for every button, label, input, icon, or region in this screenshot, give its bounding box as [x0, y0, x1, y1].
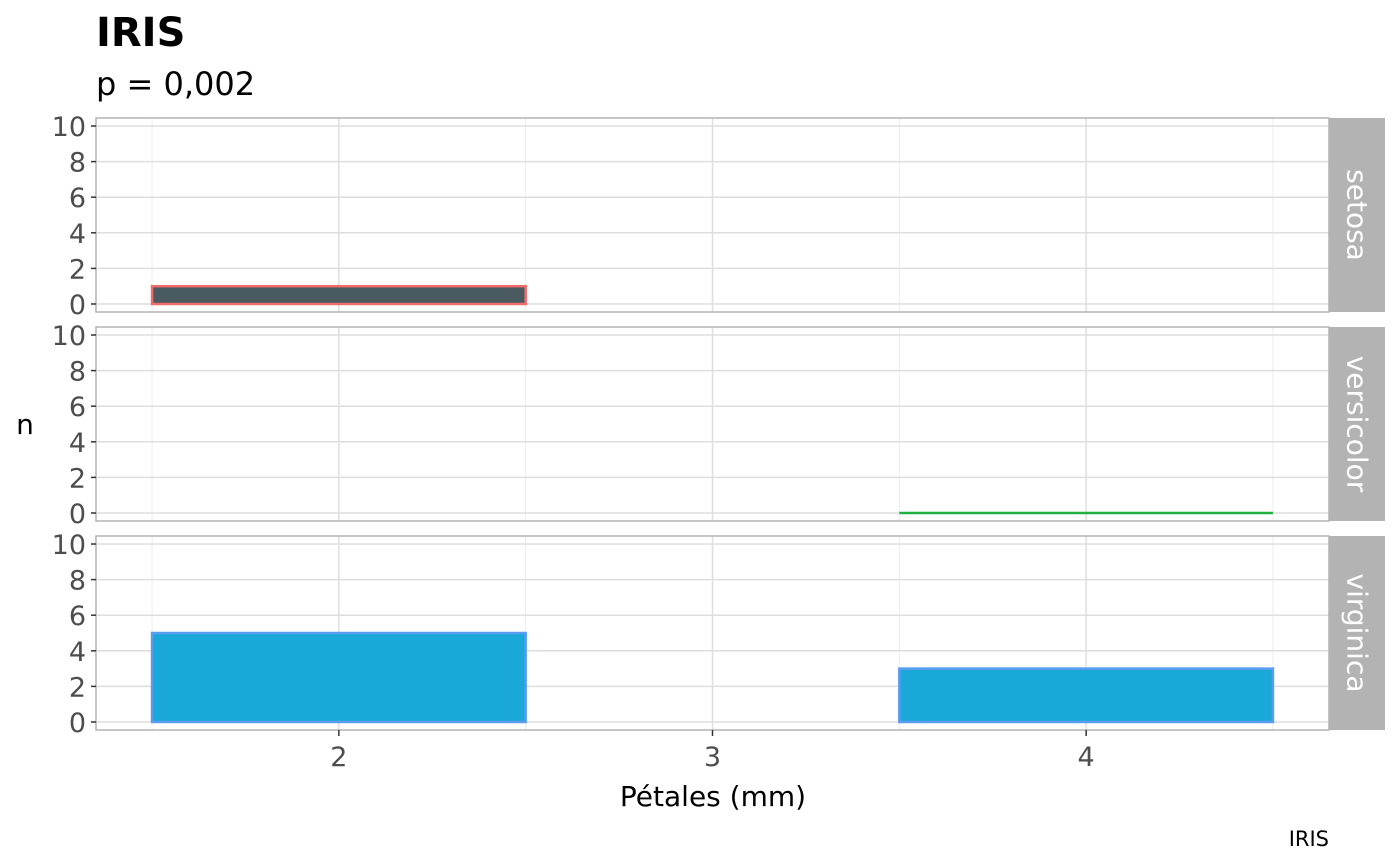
- y-tick-label: 6: [69, 392, 86, 423]
- chart-subtitle: p = 0,002: [96, 65, 255, 103]
- facet-panel-setosa: 0 2 4 6 8 10 setosa: [52, 112, 1385, 321]
- y-tick-label: 10: [52, 321, 86, 352]
- y-tick-label: 0: [69, 708, 86, 739]
- y-tick-label: 0: [69, 499, 86, 530]
- x-axis-label: Pétales (mm): [620, 780, 806, 813]
- bar-virginica-3.5-4.5: [898, 667, 1275, 724]
- facet-strip: [1329, 536, 1385, 730]
- bar-setosa-1.5-2.5: [150, 284, 527, 306]
- facet-strip: [1329, 118, 1385, 312]
- y-tick-label: 2: [69, 463, 86, 494]
- y-tick-label: 8: [69, 566, 86, 597]
- x-tick-label: 3: [704, 742, 721, 773]
- y-tick-label: 4: [69, 428, 86, 459]
- y-tick-label: 0: [69, 290, 86, 321]
- chart-title: IRIS: [96, 10, 185, 56]
- facet-strip-label: virginica: [1341, 574, 1374, 693]
- facet-strip: [1329, 327, 1385, 521]
- facet-strip-label: setosa: [1341, 169, 1374, 261]
- y-tick-label: 8: [69, 148, 86, 179]
- x-axis-ticks: 2 3 4: [330, 730, 1095, 773]
- facet-strip-label: versicolor: [1341, 356, 1374, 493]
- y-tick-label: 6: [69, 601, 86, 632]
- y-tick-label: 4: [69, 637, 86, 668]
- x-tick-label: 2: [330, 742, 347, 773]
- facet-panel-versicolor: 0 2 4 6 8 10 versicolor: [52, 321, 1385, 530]
- x-tick-label: 4: [1078, 742, 1095, 773]
- y-tick-label: 6: [69, 183, 86, 214]
- facet-panels: 0 2 4 6 8 10 setosa 0 2 4 6 8 10 versicolor 0 2 4 6 8 10 vir…: [52, 112, 1385, 739]
- y-tick-label: 10: [52, 530, 86, 561]
- y-tick-label: 10: [52, 112, 86, 143]
- y-tick-label: 2: [69, 254, 86, 285]
- chart-caption: IRIS: [1289, 827, 1329, 851]
- y-axis-label: n: [16, 408, 34, 441]
- y-tick-label: 4: [69, 219, 86, 250]
- facet-panel-virginica: 0 2 4 6 8 10 virginica: [52, 530, 1385, 739]
- y-tick-label: 2: [69, 672, 86, 703]
- bar-virginica-1.5-2.5: [150, 631, 527, 724]
- y-tick-label: 8: [69, 357, 86, 388]
